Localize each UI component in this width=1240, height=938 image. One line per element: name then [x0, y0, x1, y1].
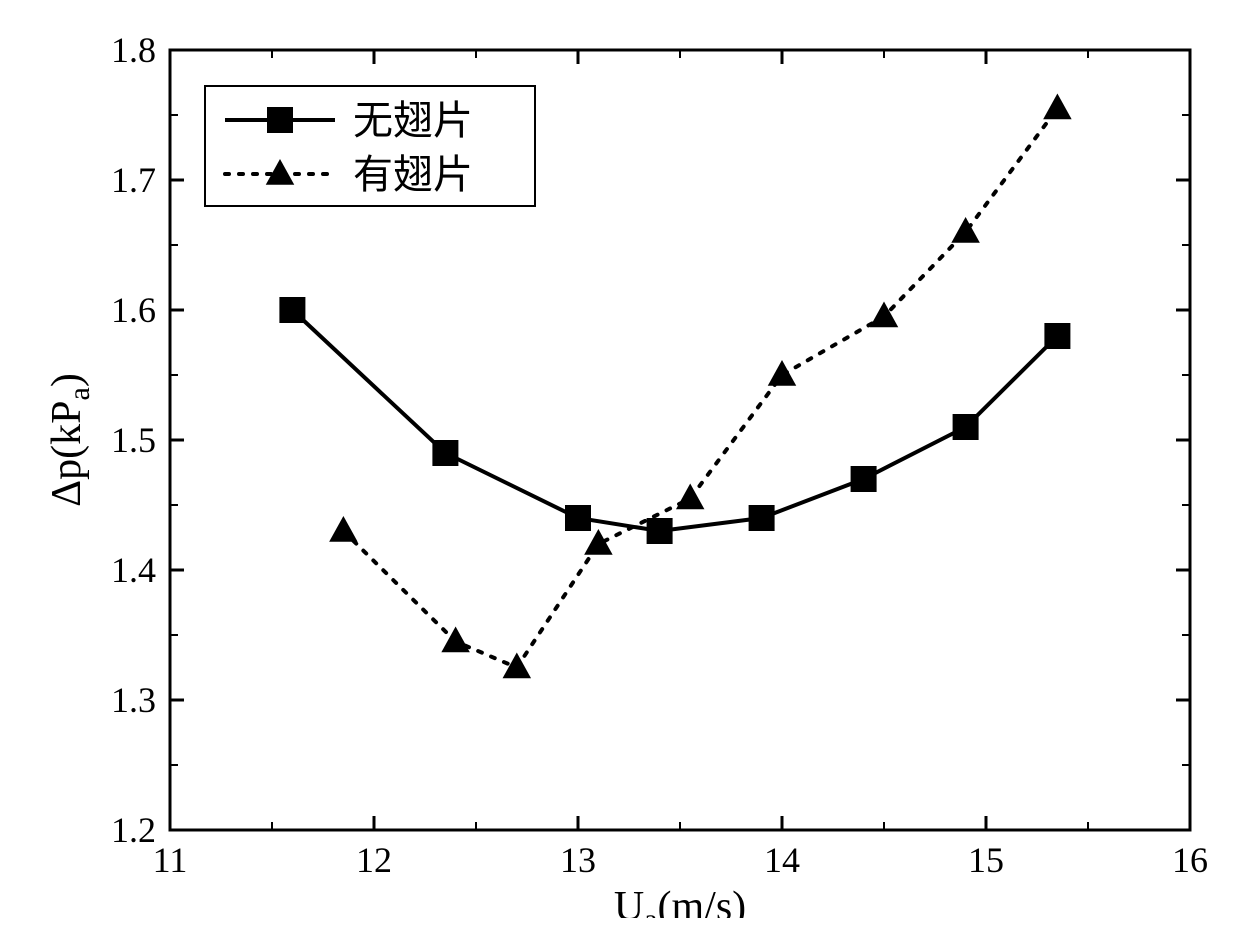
y-tick-label: 1.3 [111, 680, 156, 720]
legend-marker-square [267, 107, 293, 133]
marker-square [565, 505, 591, 531]
marker-triangle [951, 217, 980, 243]
x-tick-label: 13 [560, 840, 596, 880]
x-tick-label: 12 [356, 840, 392, 880]
legend-label-0: 无翅片 [353, 98, 473, 143]
x-tick-label: 14 [764, 840, 800, 880]
chart-container: 11 12 13 14 15 16 1.2 1.3 1.4 1.5 1.6 1.7 1.8 Ua(m/s)… [20, 20, 1220, 918]
legend-marker-triangle [266, 159, 295, 185]
y-tick-label: 1.2 [111, 810, 156, 850]
x-tick-label: 15 [968, 840, 1004, 880]
y-tick-label: 1.8 [111, 30, 156, 70]
marker-triangle [584, 529, 613, 555]
x-tick-label: 11 [153, 840, 188, 880]
marker-square [749, 505, 775, 531]
marker-square [851, 466, 877, 492]
y-tick-label: 1.7 [111, 160, 156, 200]
x-axis-label: Ua(m/s) [614, 884, 746, 918]
y-tick-label: 1.5 [111, 420, 156, 460]
series-line-0 [292, 310, 1057, 531]
marker-square [1044, 323, 1070, 349]
y-tick-label: 1.6 [111, 290, 156, 330]
marker-triangle [329, 516, 358, 542]
marker-square [953, 414, 979, 440]
marker-square [432, 440, 458, 466]
marker-square [279, 297, 305, 323]
x-tick-label: 16 [1172, 840, 1208, 880]
marker-square [647, 518, 673, 544]
marker-triangle [768, 360, 797, 386]
chart-svg: 11 12 13 14 15 16 1.2 1.3 1.4 1.5 1.6 1.7 1.8 Ua(m/s)… [20, 20, 1220, 918]
y-axis-label: Δp(kPa) [44, 373, 96, 507]
marker-triangle [1043, 94, 1072, 120]
legend-label-1: 有翅片 [353, 152, 473, 197]
y-tick-label: 1.4 [111, 550, 156, 590]
